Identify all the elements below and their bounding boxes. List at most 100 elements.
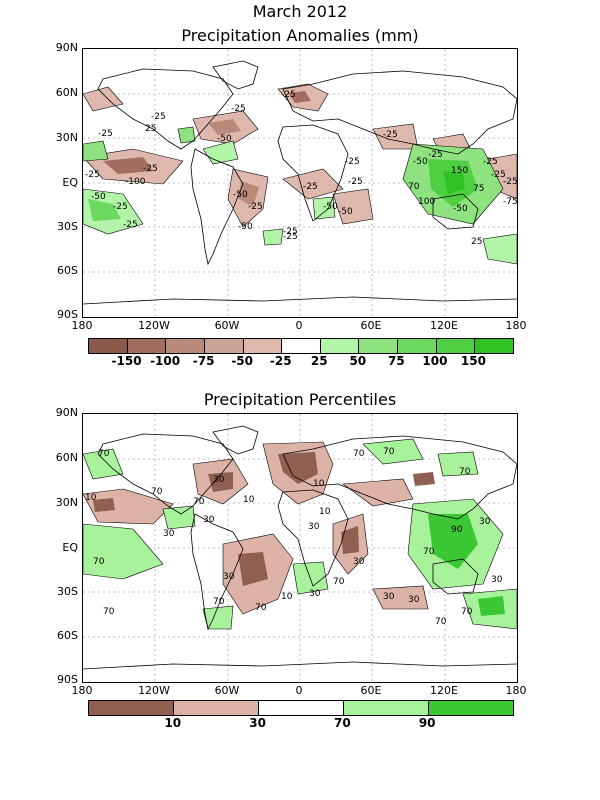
contour-label: -50 (91, 192, 106, 202)
anomalies-colorbar (88, 338, 514, 354)
dry-anomaly-areas (83, 83, 517, 228)
contour-label: -25 (85, 170, 100, 180)
lat-label: 90S (57, 308, 78, 321)
lat-label: 60S (57, 629, 78, 642)
contour-label: -50 (453, 204, 468, 214)
contour-label: 70 (461, 607, 473, 617)
low-percentile-areas (83, 441, 435, 615)
colorbar-label: -75 (192, 354, 215, 368)
contour-label: 30 (223, 572, 235, 582)
lat-label: 30N (55, 496, 78, 509)
contour-label: 70 (408, 182, 420, 192)
contour-label: -25 (491, 170, 506, 180)
contour-label: 70 (213, 597, 225, 607)
contour-label: -25 (283, 227, 298, 237)
contour-label: -25 (281, 90, 296, 100)
colorbar-swatch (398, 339, 437, 353)
coastlines (83, 425, 517, 670)
contour-label: 70 (353, 449, 365, 459)
contour-label: 30 (353, 557, 365, 567)
colorbar-swatch (359, 339, 399, 353)
contour-label: 70 (255, 603, 267, 613)
contour-label: -25 (123, 220, 138, 230)
contour-label: 25 (471, 237, 482, 247)
lon-label: 60W (214, 684, 240, 697)
high-percentile-areas (83, 438, 517, 630)
lat-label: 90N (55, 406, 78, 419)
contour-label: -50 (413, 157, 428, 167)
colorbar-swatch (282, 339, 321, 353)
colorbar-label: 30 (249, 716, 266, 730)
contour-label: 70 (193, 497, 205, 507)
contour-label: 10 (319, 507, 331, 517)
contour-label: 10 (243, 495, 255, 505)
colorbar-label: -50 (231, 354, 254, 368)
contour-label: -25 (303, 182, 318, 192)
contour-label: -75 (503, 197, 517, 207)
lat-label: 60S (57, 264, 78, 277)
colorbar-label: -25 (269, 354, 292, 368)
lon-label: 60W (214, 319, 240, 332)
colorbar-label: 50 (349, 354, 367, 368)
colorbar-swatch (475, 339, 514, 353)
colorbar-label: 75 (388, 354, 405, 368)
contour-label: 30 (308, 522, 320, 532)
contour-labels: -25 -25 -25 25 -50 -25 -25 -25 -50 -25 -… (85, 90, 517, 247)
colorbar-swatch (127, 339, 167, 353)
contour-labels: 70 70 10 30 70 30 30 10 30 10 70 30 70 7… (85, 447, 503, 627)
contour-label: 30 (383, 592, 395, 602)
colorbar-label: 150 (460, 354, 486, 368)
anomalies-map: -25 -25 -25 25 -50 -25 -25 -25 -50 -25 -… (82, 48, 518, 318)
contour-label: -50 (238, 222, 253, 232)
lon-label: 60E (360, 319, 382, 332)
contour-label: 30 (309, 589, 321, 599)
contour-label: 30 (203, 515, 215, 525)
lon-label: 120E (430, 684, 458, 697)
colorbar-swatch (243, 339, 283, 353)
contour-label: -25 (383, 130, 398, 140)
lon-label: 0 (295, 319, 303, 332)
contour-label: 70 (459, 467, 471, 477)
contour-label: -50 (323, 202, 338, 212)
contour-label: 75 (473, 184, 484, 194)
contour-label: 90 (451, 525, 463, 535)
contour-label: 70 (333, 577, 345, 587)
contour-label: 70 (93, 557, 105, 567)
colorbar-label: -150 (111, 354, 142, 368)
contour-label: -25 (248, 202, 263, 212)
percentiles-panel-title: Precipitation Percentiles (203, 390, 397, 409)
contour-label: 70 (383, 447, 395, 457)
contour-label: 150 (451, 166, 468, 176)
contour-label: 70 (103, 607, 115, 617)
lon-label: 180 (71, 319, 93, 332)
anomalies-panel-title: Precipitation Anomalies (mm) (181, 26, 419, 45)
colorbar-label: 100 (422, 354, 448, 368)
contour-label: -25 (231, 104, 246, 114)
coastlines (83, 60, 517, 305)
lat-label: 60N (55, 451, 78, 464)
contour-label: -50 (233, 190, 248, 200)
lon-label: 120W (138, 684, 170, 697)
lat-label: 30S (57, 220, 78, 233)
percentiles-colorbar (88, 700, 514, 716)
contour-label: 70 (151, 487, 163, 497)
contour-label: 100 (418, 197, 435, 207)
contour-label: 30 (491, 575, 503, 585)
lat-label: 90N (55, 41, 78, 54)
contour-label: 70 (98, 449, 110, 459)
lon-label: 180 (505, 319, 527, 332)
colorbar-swatch (344, 701, 429, 715)
lon-label: 120W (138, 319, 170, 332)
contour-label: 70 (435, 617, 447, 627)
figure-title: March 2012 (252, 2, 348, 21)
lat-label: 90S (57, 673, 78, 686)
lat-label: EQ (62, 176, 78, 189)
colorbar-swatch (259, 701, 344, 715)
contour-label: 25 (145, 124, 156, 134)
colorbar-label: -100 (150, 354, 181, 368)
contour-label: -25 (143, 164, 158, 174)
colorbar-swatch (320, 339, 360, 353)
contour-label: -25 (428, 150, 443, 160)
colorbar-swatch (89, 339, 128, 353)
contour-label: -25 (483, 157, 498, 167)
